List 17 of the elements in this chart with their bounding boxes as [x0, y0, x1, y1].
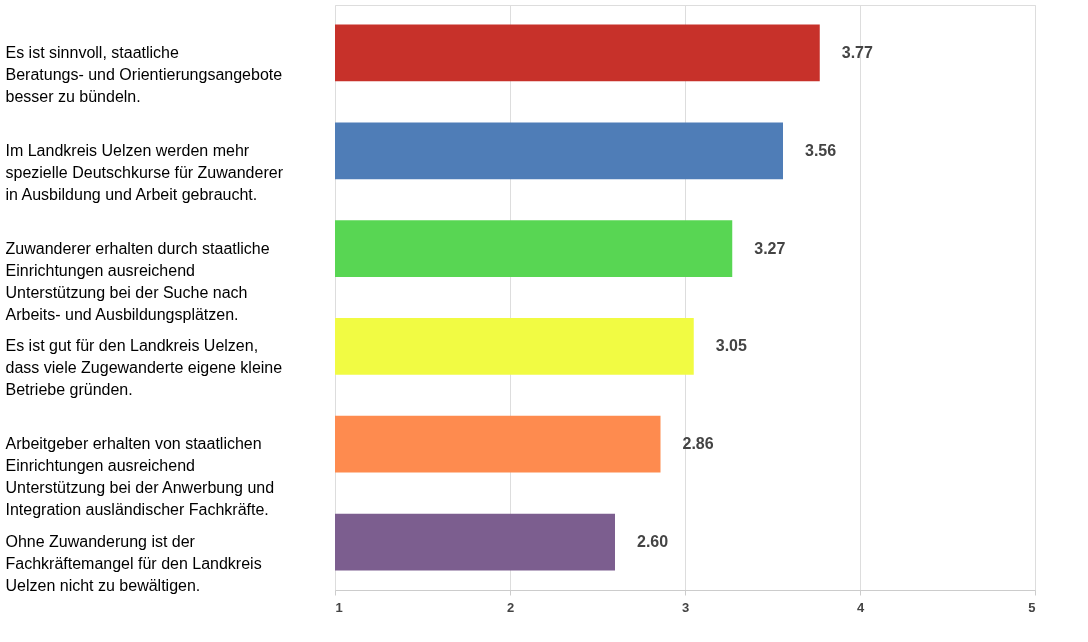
x-tick-label: 5 [1028, 599, 1036, 615]
data-label: 3.56 [805, 141, 837, 159]
x-tick-label: 3 [681, 599, 690, 615]
y-tick-label: Es ist gut für den Landkreis Uelzen, dass viele Zugewanderte eigene kleine Betriebe gründen. [5, 337, 283, 399]
data-label: 2.60 [637, 533, 669, 551]
y-tick-label: Zuwanderer erhalten durch staatliche Einrichtungen ausreichend Unterstützung bei der Suche nach Arbeits- und Ausbildungsplätzen. [5, 239, 270, 323]
y-tick-label: Im Landkreis Uelzen werden mehr spezielle Deutschkurse für Zuwanderer in Ausbildung und Arbeit gebraucht. [5, 141, 284, 203]
data-label: 2.86 [682, 435, 714, 453]
y-tick-label: Arbeitgeber erhalten von staatlichen Einrichtungen ausreichend Unterstützung bei der Anwerbung und Integration ausländischer Fachkräfte. [5, 435, 275, 519]
x-tick-label: 1 [335, 599, 343, 615]
data-label: 3.27 [754, 239, 786, 257]
x-tick-label: 4 [856, 599, 865, 615]
data-label: 3.77 [841, 43, 873, 61]
x-tick-label: 2 [506, 599, 515, 615]
data-label: 3.05 [715, 337, 747, 355]
y-tick-label: Es ist sinnvoll, staatliche Beratungs- und Orientierungsangebote besser zu bündeln. [5, 43, 283, 105]
y-tick-label: Ohne Zuwanderung ist der Fachkräftemangel für den Landkreis Uelzen nicht zu bewältigen. [5, 533, 262, 595]
